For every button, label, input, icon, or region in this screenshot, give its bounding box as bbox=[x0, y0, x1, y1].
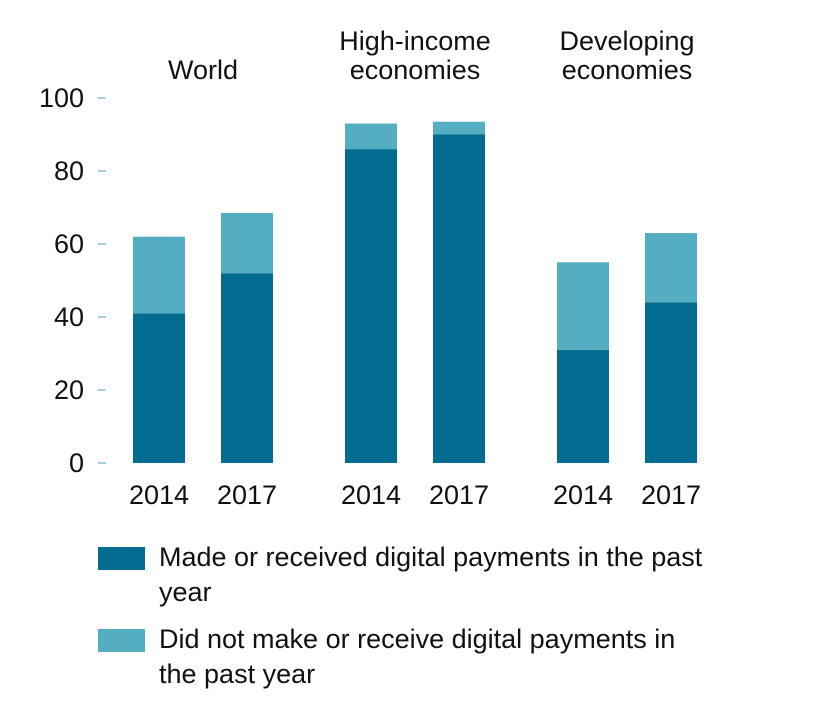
y-tick-label: 40 bbox=[54, 302, 84, 332]
bar-segment-not-made bbox=[433, 121, 485, 135]
legend-label-made: Made or received digital payments in the… bbox=[159, 542, 703, 607]
y-tick-label: 100 bbox=[39, 83, 84, 113]
bars bbox=[133, 121, 697, 463]
legend: Made or received digital payments in the… bbox=[98, 540, 778, 704]
bar-segment-made bbox=[433, 134, 485, 463]
bar-segment-not-made bbox=[645, 233, 697, 303]
y-tick-label: 0 bbox=[69, 448, 84, 478]
group-title: World bbox=[168, 55, 238, 85]
y-axis: 0 20 40 60 80 100 bbox=[39, 83, 106, 478]
group-title: economies bbox=[562, 55, 693, 85]
group-title: economies bbox=[350, 55, 481, 85]
bar-segment-made bbox=[557, 349, 609, 463]
legend-item-not-made: Did not make or receive digital payments… bbox=[98, 622, 778, 692]
bar-segment-not-made bbox=[345, 123, 397, 150]
x-tick-label: 2014 bbox=[129, 480, 189, 510]
group-title: Developing bbox=[559, 26, 694, 56]
x-tick-label: 2017 bbox=[429, 480, 489, 510]
x-tick-label: 2017 bbox=[217, 480, 277, 510]
group-title: High-income bbox=[339, 26, 491, 56]
bar-segment-not-made bbox=[221, 212, 273, 274]
bar-segment-made bbox=[133, 313, 185, 463]
bar-segment-made bbox=[221, 273, 273, 463]
y-tick-label: 60 bbox=[54, 229, 84, 259]
group-labels: WorldHigh-incomeeconomiesDevelopingecono… bbox=[168, 26, 695, 85]
bar-segment-made bbox=[645, 302, 697, 463]
legend-swatch-not-made bbox=[98, 629, 145, 652]
x-tick-label: 2014 bbox=[341, 480, 401, 510]
legend-swatch-made bbox=[98, 547, 145, 570]
bar-segment-made bbox=[345, 149, 397, 463]
bar-segment-not-made bbox=[133, 236, 185, 314]
legend-label-not-made: Did not make or receive digital payments… bbox=[159, 624, 676, 689]
bar-segment-not-made bbox=[557, 262, 609, 350]
x-axis-labels: 2014 2017 2014 2017 2014 2017 bbox=[129, 480, 701, 510]
y-tick-label: 20 bbox=[54, 375, 84, 405]
x-tick-label: 2014 bbox=[553, 480, 613, 510]
legend-item-made: Made or received digital payments in the… bbox=[98, 540, 778, 610]
x-tick-label: 2017 bbox=[641, 480, 701, 510]
y-tick-label: 80 bbox=[54, 156, 84, 186]
